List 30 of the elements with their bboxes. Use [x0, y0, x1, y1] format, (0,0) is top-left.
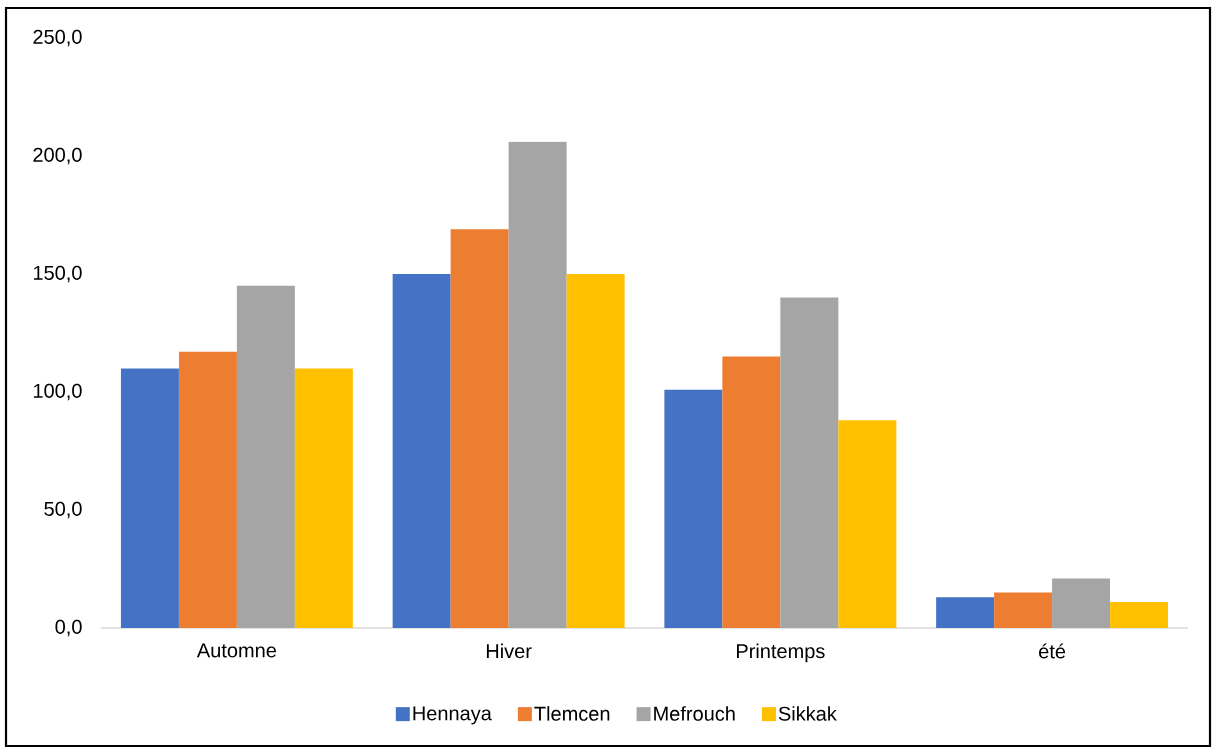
bar [1110, 602, 1169, 628]
legend-label: Tlemcen [534, 706, 610, 721]
bar [994, 592, 1053, 628]
bar [450, 229, 509, 628]
bar [236, 285, 295, 628]
bar [392, 273, 451, 628]
bar [178, 351, 237, 628]
x-tick-label: été [1039, 643, 1066, 659]
bar [120, 368, 179, 628]
x-tick-label: Hiver [486, 643, 532, 659]
legend-label: Hennaya [413, 706, 492, 725]
y-tick-label: 150,0 [33, 265, 82, 283]
y-tick-label: 0,0 [55, 619, 82, 637]
y-tick-label: 50,0 [44, 501, 82, 519]
bar [566, 273, 625, 628]
bar [294, 368, 353, 628]
legend-label: Sikkak [778, 706, 837, 721]
y-tick-label: 100,0 [33, 383, 82, 401]
y-tick-label: 200,0 [33, 147, 82, 165]
bar [1052, 578, 1111, 628]
bar [722, 356, 781, 628]
bar [508, 141, 567, 628]
x-tick-label: Printemps [737, 643, 825, 663]
legend-label: Mefrouch [654, 706, 735, 721]
bar [780, 297, 839, 628]
bar [838, 420, 897, 628]
x-tick-label: Automne [196, 643, 276, 658]
y-tick-label: 250,0 [33, 29, 82, 47]
bar [664, 389, 723, 628]
bar [936, 597, 995, 628]
